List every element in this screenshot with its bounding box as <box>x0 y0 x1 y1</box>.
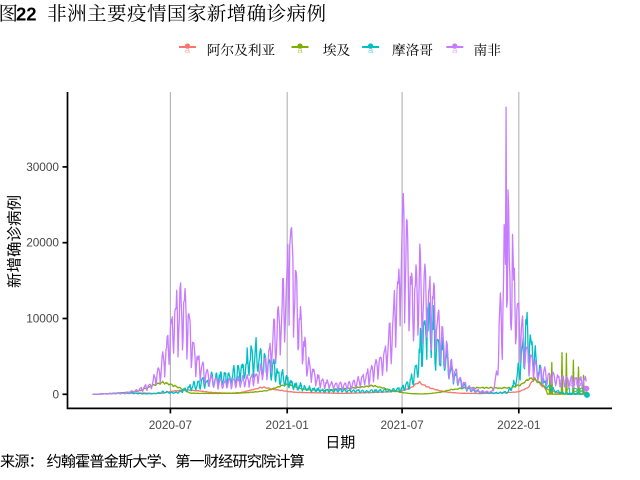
svg-text:a: a <box>452 45 458 56</box>
svg-text:22: 22 <box>16 3 37 24</box>
svg-text:10000: 10000 <box>26 312 59 326</box>
svg-text:138: 138 <box>566 386 584 398</box>
svg-text:20000: 20000 <box>26 236 59 250</box>
svg-text:0: 0 <box>52 387 59 401</box>
svg-text:2021-07: 2021-07 <box>380 418 423 432</box>
svg-text:a: a <box>185 45 191 56</box>
svg-text:30000: 30000 <box>26 160 59 174</box>
svg-text:2020-07: 2020-07 <box>149 418 192 432</box>
svg-text:2022-01: 2022-01 <box>497 418 540 432</box>
svg-text:a: a <box>368 45 374 56</box>
svg-text:8: 8 <box>579 386 585 398</box>
svg-text:a: a <box>297 45 303 56</box>
svg-text:2021-01: 2021-01 <box>266 418 309 432</box>
svg-text:1386: 1386 <box>558 378 582 390</box>
